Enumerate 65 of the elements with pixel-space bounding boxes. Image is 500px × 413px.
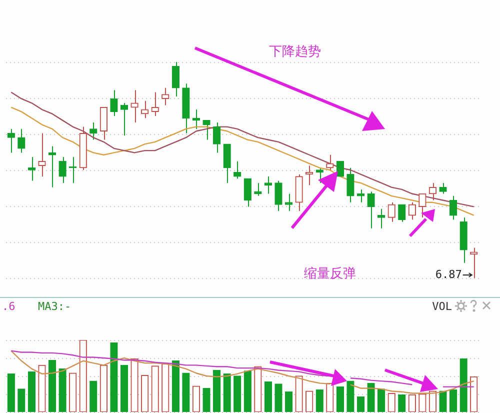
bar <box>449 389 458 412</box>
bar <box>367 382 375 412</box>
bar <box>90 380 98 412</box>
candlestick <box>90 122 98 140</box>
candlestick <box>428 182 437 201</box>
candlestick <box>316 167 324 184</box>
bar <box>48 360 56 412</box>
candlestick <box>274 180 282 212</box>
bar <box>234 376 242 412</box>
candlestick <box>418 193 426 218</box>
annotation: 6.87 <box>435 268 462 281</box>
bar <box>398 394 406 412</box>
candlestick <box>449 195 458 220</box>
candlestick <box>212 122 221 154</box>
candlestick <box>110 90 118 116</box>
bar <box>212 370 221 412</box>
bar <box>18 388 26 412</box>
candlestick <box>223 144 231 184</box>
candlestick <box>264 176 272 194</box>
candlestick <box>388 202 396 222</box>
bar <box>110 342 118 412</box>
candlestick <box>120 102 128 136</box>
candlestick <box>140 100 149 119</box>
candlestick <box>130 90 138 123</box>
bar <box>377 388 386 412</box>
bar <box>202 388 210 412</box>
candlestick <box>38 132 46 177</box>
bar <box>223 374 231 412</box>
candlestick <box>162 87 170 106</box>
bar <box>284 392 293 412</box>
bar <box>58 368 66 412</box>
text: VOL <box>432 300 452 313</box>
annotation: 缩量反弹 <box>304 266 356 282</box>
candlestick <box>100 106 108 140</box>
candlestick <box>398 204 406 222</box>
candlestick <box>28 156 36 182</box>
candlestick <box>336 161 344 177</box>
text: .6 <box>2 300 16 313</box>
candlestick <box>377 208 386 229</box>
bar <box>356 396 365 412</box>
candlestick <box>7 128 15 154</box>
candlestick <box>367 191 375 229</box>
candlestick <box>202 120 210 140</box>
candlestick <box>356 188 365 203</box>
candlestick <box>151 92 159 116</box>
bar <box>316 389 324 412</box>
bar <box>172 360 180 412</box>
candlestick <box>244 178 252 208</box>
bar <box>264 381 272 412</box>
text: 下降趋势 <box>269 44 321 60</box>
candlestick <box>284 193 293 212</box>
bar <box>346 380 354 412</box>
bar <box>460 358 468 412</box>
bar <box>182 372 190 412</box>
candlestick <box>346 167 354 203</box>
bar <box>28 371 36 412</box>
candlestick <box>326 154 334 170</box>
candlestick <box>234 160 242 180</box>
candlestick <box>172 62 180 98</box>
bar <box>439 390 447 412</box>
bar <box>244 370 252 412</box>
text: MA3:- <box>38 300 72 313</box>
bar <box>274 384 282 412</box>
candlestick <box>439 182 447 194</box>
candlestick <box>58 156 66 184</box>
